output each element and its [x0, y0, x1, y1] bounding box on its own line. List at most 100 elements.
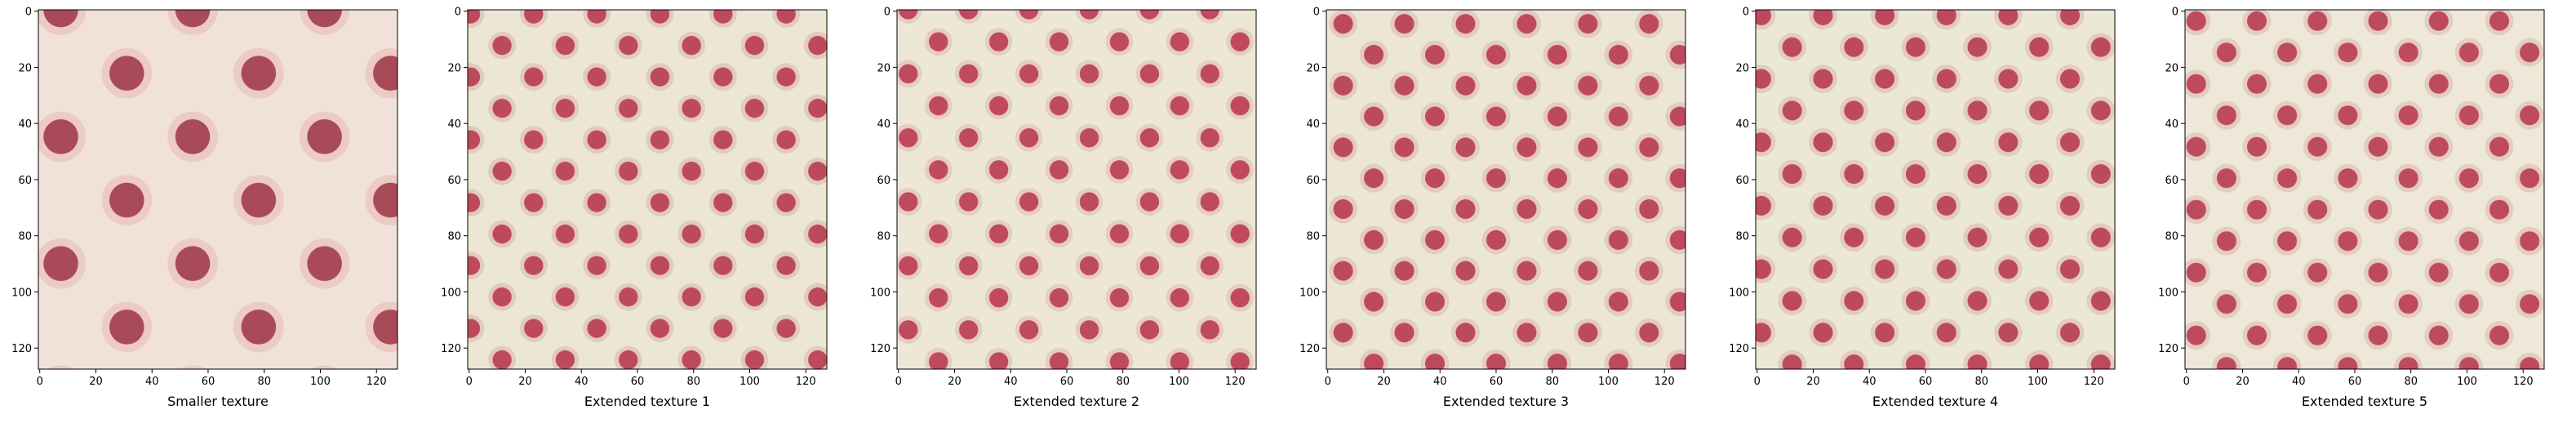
x-tick-label: 100	[739, 376, 760, 388]
x-tick-label: 0	[37, 376, 43, 388]
x-tick-label: 20	[1806, 376, 1820, 388]
y-tick-label: 60	[18, 175, 32, 187]
y-tick-label: 40	[447, 118, 461, 131]
y-tick-label: 40	[877, 118, 890, 131]
y-tick-label: 100	[870, 287, 890, 299]
y-tick-label: 40	[1306, 118, 1320, 131]
y-tick-label: 20	[2165, 62, 2178, 74]
axes-frame	[38, 9, 398, 370]
x-tick-label: 80	[1974, 376, 1988, 388]
x-tick-label: 40	[1004, 376, 1018, 388]
axes-frame	[1755, 9, 2116, 370]
x-tick-label: 40	[2292, 376, 2306, 388]
texture-image	[1326, 10, 1686, 369]
y-tick-label: 100	[2158, 287, 2178, 299]
y-tick-label: 40	[2165, 118, 2178, 131]
x-tick-label: 100	[1598, 376, 1619, 388]
x-tick-label: 20	[1377, 376, 1391, 388]
x-tick-label: 100	[1169, 376, 1189, 388]
y-tick-label: 80	[877, 231, 890, 243]
x-tick-label: 40	[575, 376, 588, 388]
y-tick-label: 20	[18, 62, 32, 74]
subplot: 0 20 40 60 80 100 120 0 20 40 60 80 100 120 Extended t…	[441, 7, 828, 409]
y-tick-label: 120	[2158, 343, 2178, 355]
x-axis-label: Extended texture 2	[1014, 394, 1139, 409]
y-tick-label: 120	[1729, 343, 1749, 355]
x-tick-label: 0	[466, 376, 473, 388]
x-tick-label: 60	[202, 376, 215, 388]
x-tick-label: 60	[1490, 376, 1503, 388]
y-tick-label: 120	[441, 343, 461, 355]
axes-frame	[467, 9, 828, 370]
texture-image	[897, 10, 1256, 369]
x-tick-label: 120	[1654, 376, 1675, 388]
x-tick-label: 80	[2404, 376, 2418, 388]
y-tick-label: 0	[1743, 7, 1749, 19]
y-tick-label: 100	[441, 287, 461, 299]
subplot: 0 20 40 60 80 100 120 0 20 40 60 80 100 120 Extended t…	[1729, 7, 2116, 409]
x-axis-label: Extended texture 3	[1443, 394, 1569, 409]
x-tick-label: 80	[686, 376, 700, 388]
x-tick-label: 120	[796, 376, 816, 388]
x-axis-label: Extended texture 1	[584, 394, 710, 409]
x-tick-label: 40	[1863, 376, 1876, 388]
y-tick-label: 80	[1306, 231, 1320, 243]
x-tick-label: 100	[2457, 376, 2477, 388]
y-tick-label: 120	[870, 343, 890, 355]
x-tick-label: 20	[518, 376, 532, 388]
x-tick-label: 60	[631, 376, 645, 388]
x-tick-label: 60	[2348, 376, 2362, 388]
x-axis-label: Extended texture 4	[1872, 394, 1998, 409]
x-tick-label: 0	[1325, 376, 1331, 388]
y-tick-label: 40	[1735, 118, 1749, 131]
x-tick-label: 80	[1545, 376, 1559, 388]
y-tick-label: 60	[1735, 175, 1749, 187]
x-tick-label: 120	[1225, 376, 1246, 388]
x-tick-label: 20	[89, 376, 103, 388]
subplot: 0 20 40 60 80 100 120 0 20 40 60 80 100 120 Extended t…	[870, 7, 1257, 409]
axes-frame	[896, 9, 1257, 370]
axes-frame	[2184, 9, 2545, 370]
x-axis-label: Extended texture 5	[2302, 394, 2427, 409]
x-tick-label: 100	[2027, 376, 2048, 388]
y-tick-label: 0	[25, 7, 32, 19]
y-tick-label: 60	[1306, 175, 1320, 187]
y-tick-label: 80	[447, 231, 461, 243]
subplot: 0 20 40 60 80 100 120 0 20 40 60 80 100 120 Extended t…	[2158, 7, 2545, 409]
x-tick-label: 60	[1060, 376, 1074, 388]
y-tick-label: 40	[18, 118, 32, 131]
y-tick-label: 20	[1735, 62, 1749, 74]
y-tick-label: 80	[18, 231, 32, 243]
y-tick-label: 80	[1735, 231, 1749, 243]
x-tick-label: 80	[1116, 376, 1130, 388]
texture-image	[2185, 10, 2544, 369]
y-tick-label: 20	[1306, 62, 1320, 74]
x-axis-label: Smaller texture	[167, 394, 269, 409]
y-tick-label: 100	[11, 287, 32, 299]
x-tick-label: 20	[948, 376, 962, 388]
y-tick-label: 60	[447, 175, 461, 187]
subplot: 0 20 40 60 80 100 120 0 20 40 60 80 100 120 Extended t…	[1299, 7, 1686, 409]
y-tick-label: 100	[1729, 287, 1749, 299]
y-tick-label: 120	[1299, 343, 1320, 355]
subplot: 0 20 40 60 80 100 120 0 20 40 60 80 100 120 Smaller te…	[11, 7, 398, 409]
texture-image	[38, 10, 398, 369]
y-tick-label: 60	[2165, 175, 2178, 187]
y-tick-label: 100	[1299, 287, 1320, 299]
x-tick-label: 40	[1433, 376, 1447, 388]
x-tick-label: 60	[1919, 376, 1933, 388]
y-tick-label: 0	[2172, 7, 2178, 19]
texture-image	[468, 10, 827, 369]
x-tick-label: 40	[145, 376, 159, 388]
texture-image	[1756, 10, 2115, 369]
x-tick-label: 80	[257, 376, 271, 388]
y-tick-label: 0	[455, 7, 461, 19]
y-tick-label: 0	[884, 7, 890, 19]
x-tick-label: 120	[366, 376, 387, 388]
x-tick-label: 0	[895, 376, 902, 388]
x-tick-label: 120	[2513, 376, 2534, 388]
x-tick-label: 100	[310, 376, 331, 388]
x-tick-label: 0	[1754, 376, 1761, 388]
y-tick-label: 60	[877, 175, 890, 187]
